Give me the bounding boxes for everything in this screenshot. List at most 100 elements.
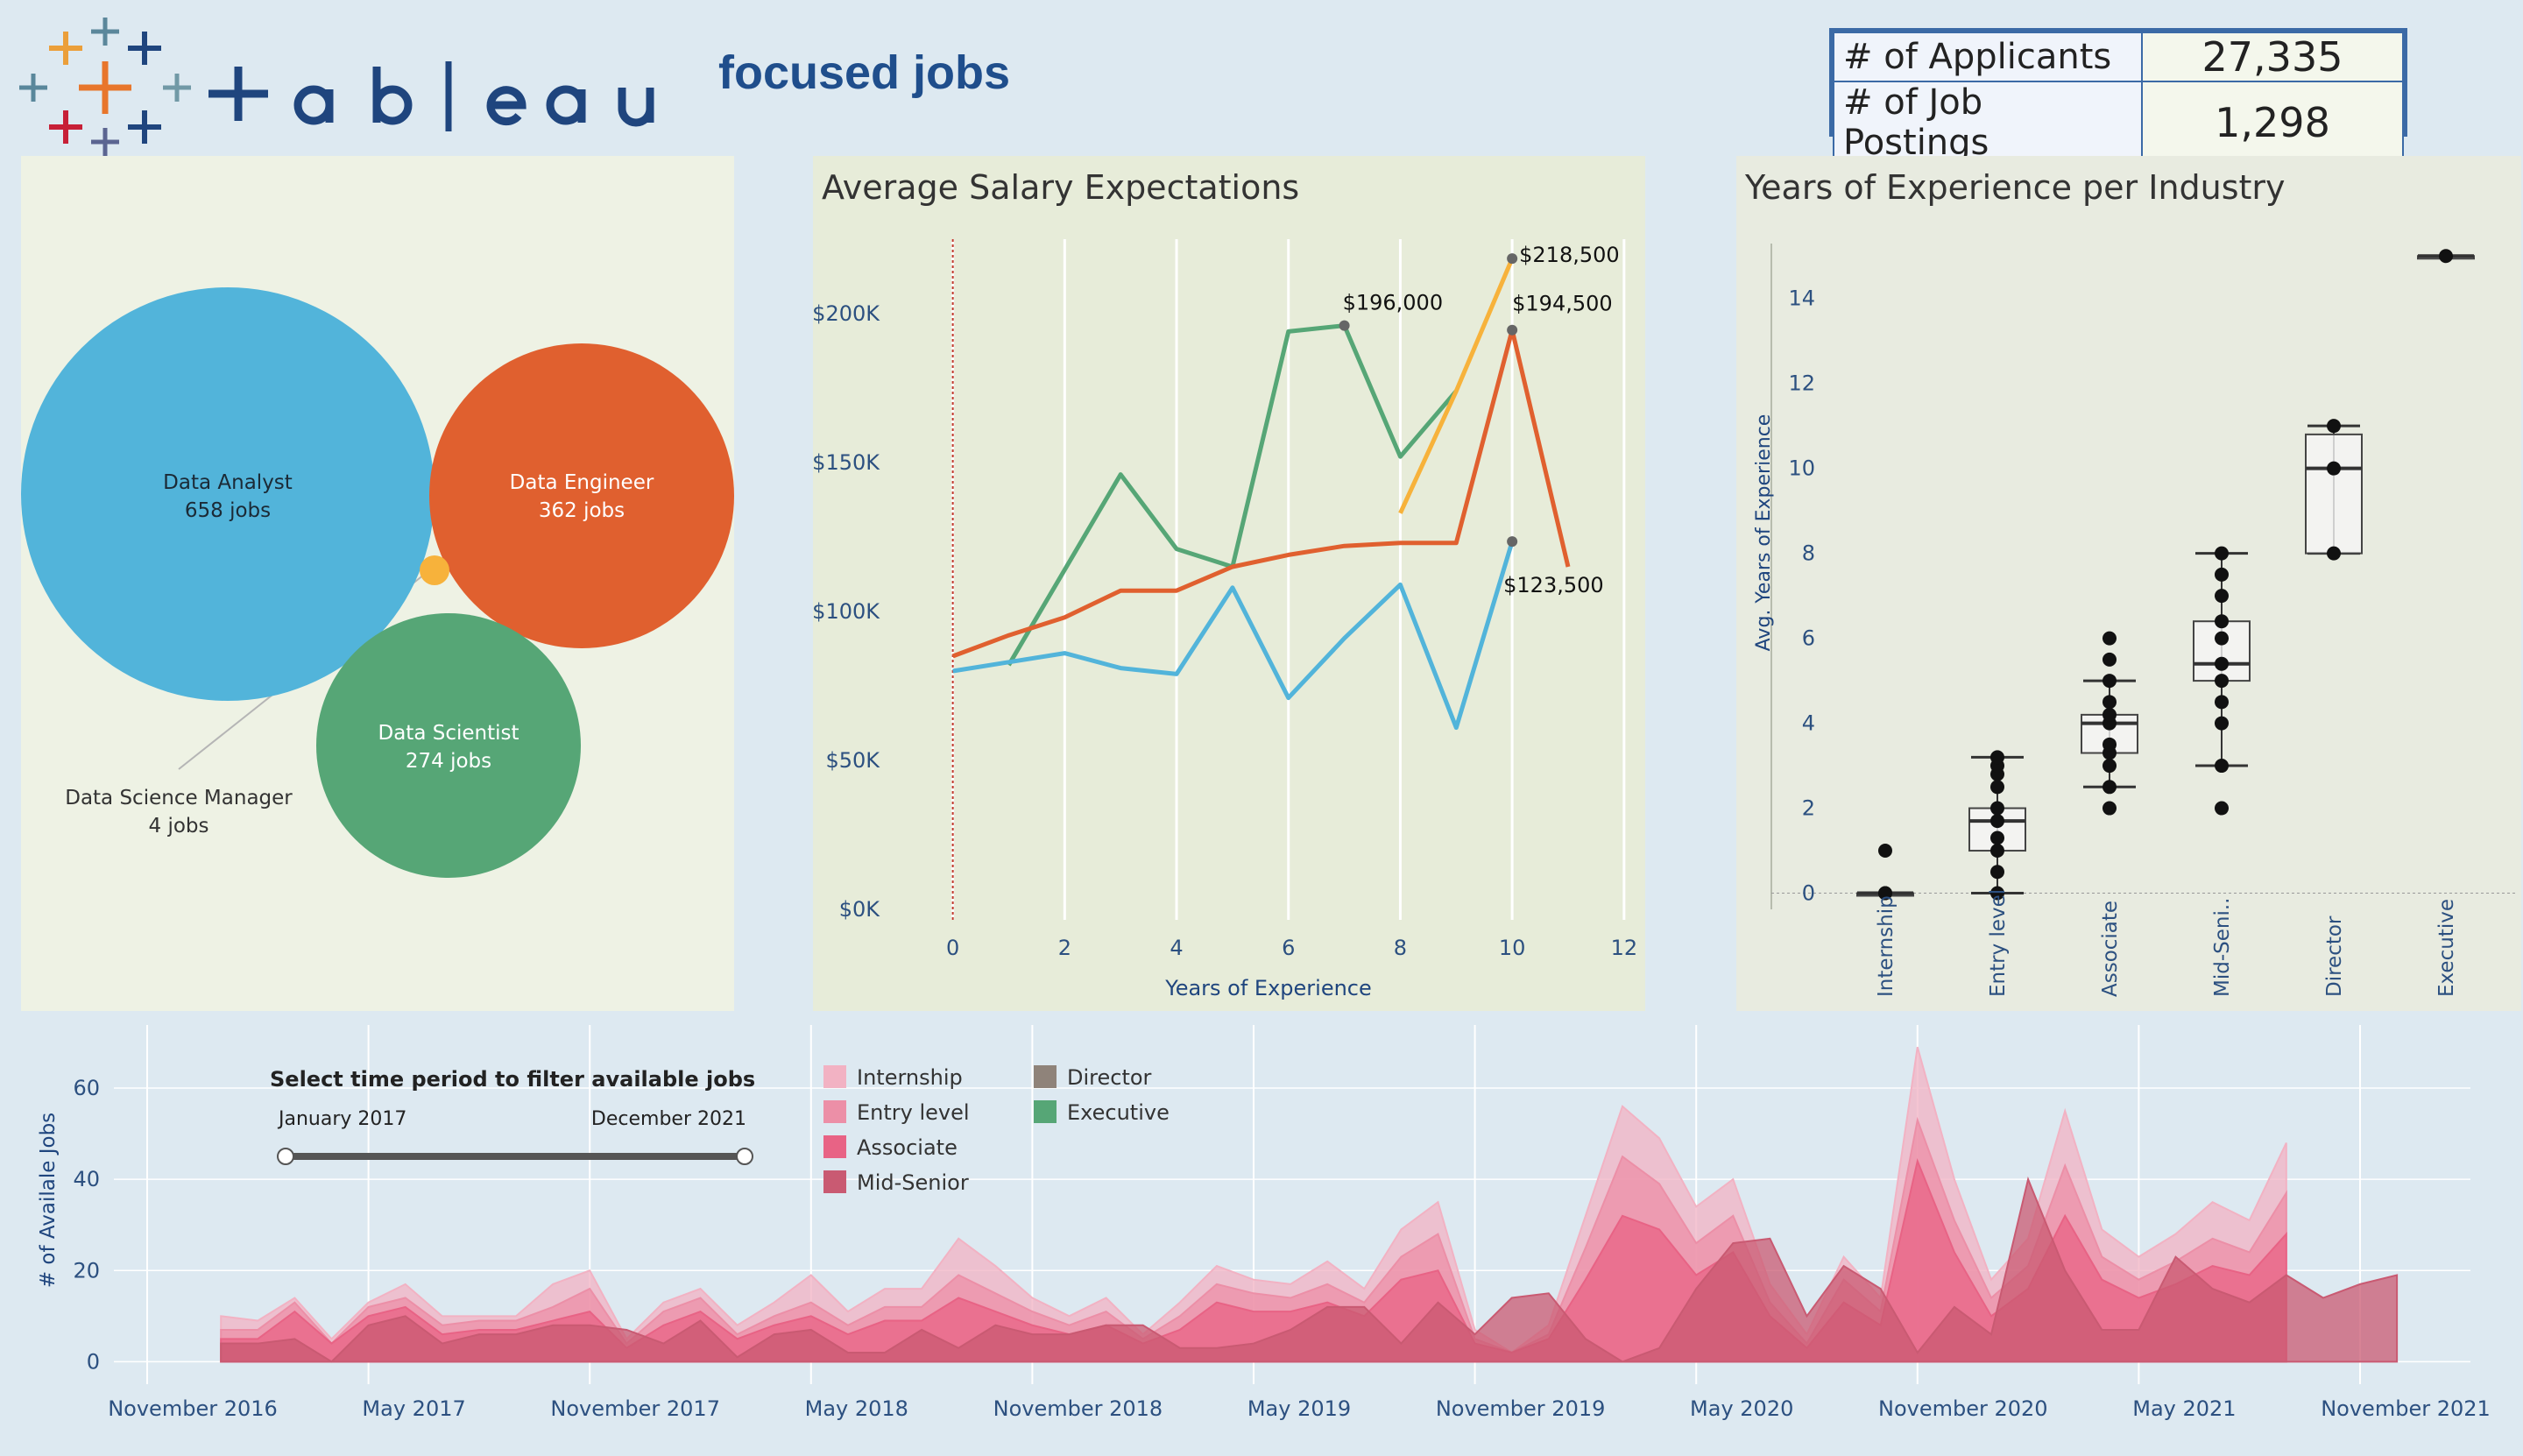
- data-point: [1990, 780, 2004, 795]
- bubble-data-science-manager[interactable]: [420, 555, 449, 585]
- x-tick-label: November 2021: [2321, 1396, 2491, 1421]
- legend-swatch: [1034, 1065, 1057, 1088]
- data-point: [2327, 419, 2341, 434]
- data-point: [1990, 865, 2004, 880]
- y-tick-label: $150K: [813, 450, 880, 475]
- bubble-count: 658 jobs: [185, 499, 271, 522]
- tableau-logo-mark: [19, 18, 191, 156]
- kpi-row-applicants: # of Applicants 27,335: [1833, 32, 2404, 82]
- kpi-value: 27,335: [2141, 32, 2404, 82]
- legend-item[interactable]: Executive: [1034, 1100, 1170, 1125]
- tableau-wordmark: [208, 61, 654, 131]
- salary-series-line: [952, 541, 1515, 731]
- kpi-label: # of Applicants: [1833, 32, 2143, 82]
- bubble-label: Data Engineer: [510, 471, 654, 494]
- salary-line-chart: 0 2 4 6 8 10 12 $0K $50K $100K $150K $200K Years of …: [813, 239, 1638, 1000]
- bubble-data-scientist[interactable]: [316, 613, 581, 878]
- data-point: [2102, 631, 2117, 646]
- bubble-data-engineer[interactable]: [429, 343, 734, 648]
- x-axis-label: Years of Experience: [1164, 976, 1372, 1000]
- bubble-count: 4 jobs: [149, 815, 209, 838]
- x-tick-label: May 2019: [1247, 1396, 1351, 1421]
- bubble-data-analyst[interactable]: [21, 287, 435, 701]
- y-axis-label: Avg. Years of Experience: [1753, 414, 1775, 652]
- legend-label: Entry level: [857, 1100, 970, 1125]
- data-point: [2215, 589, 2229, 604]
- legend-item[interactable]: Associate: [823, 1135, 958, 1160]
- data-point: [2215, 614, 2229, 629]
- data-point: [2102, 801, 2117, 816]
- annotation-marker: [1507, 324, 1518, 336]
- x-tick-label: November 2020: [1878, 1396, 2048, 1421]
- legend-item[interactable]: Internship: [823, 1065, 963, 1090]
- data-point: [2102, 695, 2117, 710]
- data-point: [2215, 656, 2229, 671]
- data-point: [1990, 750, 2004, 765]
- legend-item[interactable]: Director: [1034, 1065, 1152, 1090]
- filter-slider-end-handle[interactable]: [736, 1148, 753, 1165]
- y-tick-label: 2: [1802, 796, 1815, 821]
- x-tick-label: May 2020: [1690, 1396, 1793, 1421]
- x-tick-label: May 2018: [805, 1396, 908, 1421]
- dashboard-title: focused jobs: [718, 46, 1011, 99]
- x-tick-label: May 2021: [2132, 1396, 2236, 1421]
- data-point: [1990, 830, 2004, 845]
- x-tick-label: November 2017: [550, 1396, 720, 1421]
- data-point: [2102, 674, 2117, 689]
- bubble-chart: Data Analyst 658 jobs Data Engineer 362 …: [21, 287, 734, 878]
- data-point: [1990, 814, 2004, 829]
- job-bubble-chart-panel: Data Analyst 658 jobs Data Engineer 362 …: [21, 156, 734, 1011]
- annotation-label: $194,500: [1512, 292, 1613, 316]
- x-tick-label: 0: [946, 936, 959, 960]
- data-point: [2215, 801, 2229, 816]
- y-tick-label: 14: [1788, 286, 1815, 311]
- legend-item[interactable]: Entry level: [823, 1100, 970, 1125]
- data-point: [1990, 844, 2004, 859]
- category-label: Internship: [1875, 895, 1898, 997]
- legend-label: Associate: [857, 1135, 958, 1160]
- annotation-marker: [1507, 253, 1518, 265]
- legend-swatch: [1034, 1100, 1057, 1123]
- x-tick-label: November 2019: [1436, 1396, 1606, 1421]
- box: [2305, 433, 2363, 555]
- category-label: Entry level: [1987, 889, 2010, 997]
- box: [2193, 620, 2251, 682]
- annotation-label: $123,500: [1503, 573, 1604, 597]
- jobs-timeline-chart: November 2016 May 2017 November 2017 May 20…: [37, 1025, 2491, 1421]
- legend-label: Internship: [857, 1065, 963, 1090]
- data-point: [2327, 546, 2341, 561]
- x-tick-label: November 2018: [993, 1396, 1163, 1421]
- category-label: Associate: [2099, 901, 2122, 997]
- x-tick-label: 12: [1611, 936, 1638, 960]
- filter-slider-start-handle[interactable]: [277, 1148, 294, 1165]
- x-tick-label: 2: [1058, 936, 1071, 960]
- salary-series-line: [951, 328, 1571, 659]
- category-label: Director: [2323, 915, 2346, 997]
- kpi-row-job-postings: # of Job Postings 1,298: [1833, 81, 2404, 165]
- y-tick-label: 10: [1788, 456, 1815, 481]
- bubble-label: Data Scientist: [378, 722, 519, 745]
- salary-series-line: [1398, 258, 1515, 514]
- legend-swatch: [823, 1100, 846, 1123]
- x-tick-label: 8: [1394, 936, 1407, 960]
- data-point: [2102, 780, 2117, 795]
- annotation-marker: [1507, 536, 1518, 548]
- y-tick-label: $0K: [839, 897, 881, 922]
- data-point: [2102, 707, 2117, 722]
- kpi-value: 1,298: [2141, 81, 2404, 165]
- x-tick-label: 6: [1282, 936, 1295, 960]
- x-tick-label: 4: [1170, 936, 1183, 960]
- legend-label: Director: [1067, 1065, 1152, 1090]
- data-point: [1878, 844, 1892, 859]
- tableau-logo: [19, 18, 654, 156]
- data-point: [1990, 801, 2004, 816]
- annotation-label: $218,500: [1519, 243, 1620, 267]
- data-point: [1990, 886, 2004, 901]
- annotation-label: $196,000: [1343, 291, 1444, 315]
- y-axis-label: # of Availale Jobs: [37, 1113, 60, 1288]
- y-tick-label: $100K: [813, 599, 880, 624]
- legend-item[interactable]: Mid-Senior: [823, 1170, 969, 1195]
- data-point: [2102, 737, 2117, 752]
- legend-label: Mid-Senior: [857, 1170, 969, 1195]
- data-point: [2439, 249, 2453, 264]
